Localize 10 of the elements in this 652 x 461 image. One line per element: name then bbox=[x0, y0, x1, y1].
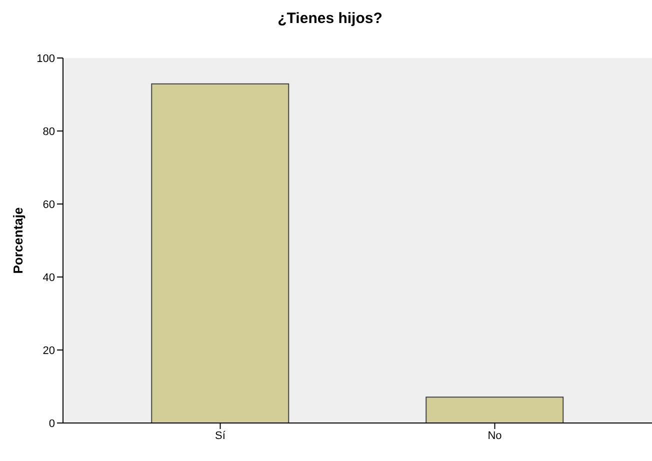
y-axis-title: Porcentaje bbox=[10, 207, 26, 274]
y-tick-label: 40 bbox=[42, 272, 55, 284]
y-tick-label: 80 bbox=[42, 126, 55, 138]
y-tick-label: 100 bbox=[36, 52, 55, 65]
chart-title: ¿Tienes hijos? bbox=[276, 9, 384, 29]
y-tick-label: 60 bbox=[42, 198, 55, 211]
y-tick-label: 20 bbox=[42, 344, 55, 357]
x-tick-label: No bbox=[488, 430, 502, 442]
y-tick-label: 0 bbox=[48, 418, 55, 430]
x-tick-label: Sí bbox=[215, 430, 226, 442]
